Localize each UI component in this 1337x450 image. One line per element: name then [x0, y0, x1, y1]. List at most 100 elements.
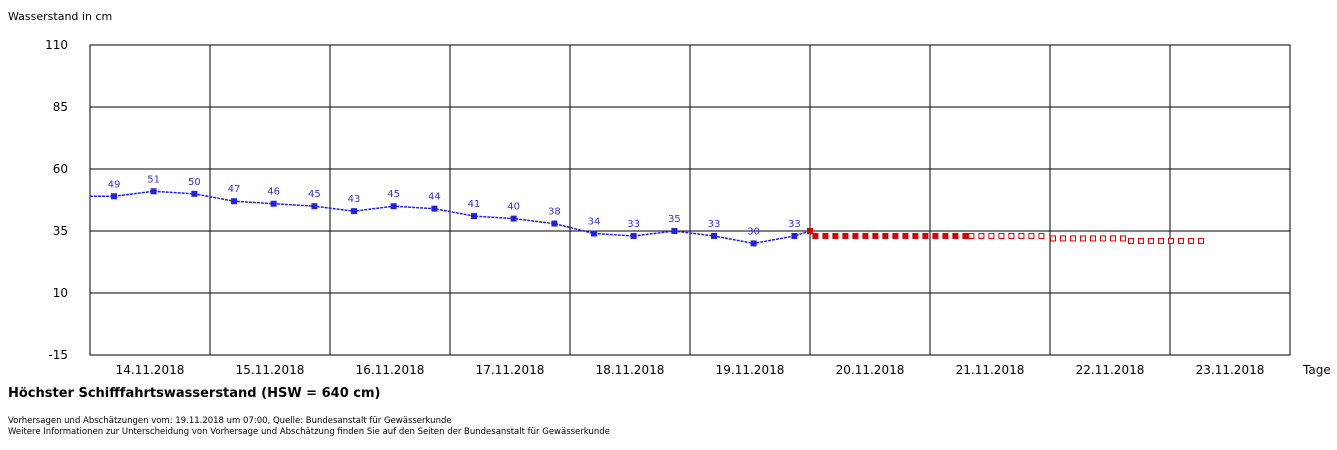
forecast-point [998, 232, 1005, 239]
forecast-point [932, 232, 939, 239]
forecast-point [1070, 235, 1076, 242]
y-tick-label: 10 [53, 286, 68, 300]
forecast-point [922, 232, 929, 239]
measured-point-label: 47 [228, 184, 241, 195]
forecast-point [882, 232, 889, 239]
forecast-point [1028, 232, 1035, 239]
measured-point [150, 188, 157, 195]
forecast-point [1178, 237, 1184, 244]
x-tick-label: 22.11.2018 [1076, 363, 1145, 377]
forecast-point [1188, 237, 1194, 244]
forecast-point [812, 232, 819, 239]
y-tick-label: 110 [45, 38, 68, 52]
x-tick-label: 15.11.2018 [236, 363, 305, 377]
forecast-point [807, 228, 813, 234]
measured-point-label: 34 [588, 216, 601, 227]
water-level-chart: Wasserstand in cm 110 85 60 35 10 -15 14.11.2… [8, 10, 1331, 377]
forecast-point [1198, 237, 1204, 244]
forecast-point [962, 232, 969, 239]
measured-point [311, 203, 318, 210]
x-tick-label: 14.11.2018 [116, 363, 185, 377]
y-tick-labels: 110 85 60 35 10 -15 [45, 38, 68, 362]
forecast-point [902, 232, 909, 239]
measured-point-label: 43 [348, 194, 361, 205]
measured-point [471, 213, 477, 220]
x-tick-label: 18.11.2018 [596, 363, 665, 377]
forecast-point [1110, 235, 1116, 242]
measured-point [591, 230, 597, 237]
measured-point-label: 51 [147, 174, 160, 185]
x-tick-label: 21.11.2018 [956, 363, 1025, 377]
y-axis-label: Wasserstand in cm [8, 10, 112, 23]
measured-point [351, 208, 357, 215]
forecast-point [1128, 237, 1134, 244]
measured-point [551, 220, 558, 227]
measured-point [750, 240, 757, 247]
x-tick-label: 23.11.2018 [1196, 363, 1265, 377]
measured-point [791, 232, 798, 239]
measured-point-label: 30 [747, 226, 760, 237]
forecast-point [892, 232, 899, 239]
footer-source: Vorhersagen und Abschätzungen vom: 19.11… [8, 416, 452, 426]
measured-point-label: 35 [668, 214, 681, 225]
measured-point-label: 45 [308, 189, 321, 200]
forecast-point [1120, 235, 1126, 242]
forecast-point [822, 232, 829, 239]
x-tick-label: 19.11.2018 [716, 363, 785, 377]
forecast-point [912, 232, 919, 239]
forecast-series [807, 228, 1204, 244]
forecast-point [942, 232, 949, 239]
forecast-point [872, 232, 879, 239]
measured-point-label: 44 [428, 192, 441, 203]
hsw-caption: Höchster Schifffahrtswasserstand (HSW = … [8, 386, 381, 401]
forecast-point [1148, 237, 1154, 244]
forecast-point [1138, 237, 1144, 244]
measured-point [510, 215, 517, 222]
chart-grid [89, 44, 1291, 356]
forecast-point [1080, 235, 1086, 242]
y-tick-label: -15 [48, 348, 68, 362]
measured-point [191, 190, 198, 197]
measured-point-label: 40 [507, 202, 520, 213]
x-axis-label: Tage [1302, 363, 1331, 377]
forecast-point [988, 232, 995, 239]
forecast-point [1100, 235, 1106, 242]
forecast-point [852, 232, 859, 239]
x-tick-labels: 14.11.2018 15.11.2018 16.11.2018 17.11.2018… [116, 363, 1265, 377]
measured-point-label: 49 [108, 179, 121, 190]
footer-info: Weitere Informationen zur Unterscheidung… [8, 427, 610, 437]
forecast-point [968, 232, 975, 239]
forecast-point [1090, 235, 1096, 242]
measured-line [90, 190, 811, 245]
forecast-point [1050, 235, 1056, 242]
measured-point [671, 228, 678, 234]
forecast-point [1168, 237, 1174, 244]
forecast-point [1158, 237, 1164, 244]
measured-point-label: 50 [188, 177, 201, 188]
forecast-point [1060, 235, 1066, 242]
forecast-point [952, 232, 959, 239]
y-tick-label: 85 [53, 100, 68, 114]
measured-point-label: 38 [548, 207, 561, 218]
measured-point [111, 193, 117, 200]
measured-point [231, 198, 237, 205]
y-tick-label: 60 [53, 162, 68, 176]
x-tick-label: 20.11.2018 [836, 363, 905, 377]
forecast-point [1018, 232, 1025, 239]
measured-point-label: 41 [468, 199, 481, 210]
measured-point-label: 33 [788, 219, 801, 230]
forecast-point [842, 232, 849, 239]
forecast-point [862, 232, 869, 239]
measured-point-label: 45 [387, 189, 400, 200]
measured-point-label: 33 [708, 219, 721, 230]
measured-point [711, 232, 717, 239]
x-tick-label: 16.11.2018 [356, 363, 425, 377]
measured-point [630, 232, 637, 239]
measured-point [270, 200, 277, 207]
measured-series: 49 51 50 47 46 45 43 45 44 41 40 38 34 33 35 33 30 33 [90, 174, 811, 247]
forecast-point [978, 232, 985, 239]
x-tick-label: 17.11.2018 [476, 363, 545, 377]
measured-point [431, 205, 438, 212]
forecast-point [832, 232, 839, 239]
measured-point [390, 203, 397, 210]
